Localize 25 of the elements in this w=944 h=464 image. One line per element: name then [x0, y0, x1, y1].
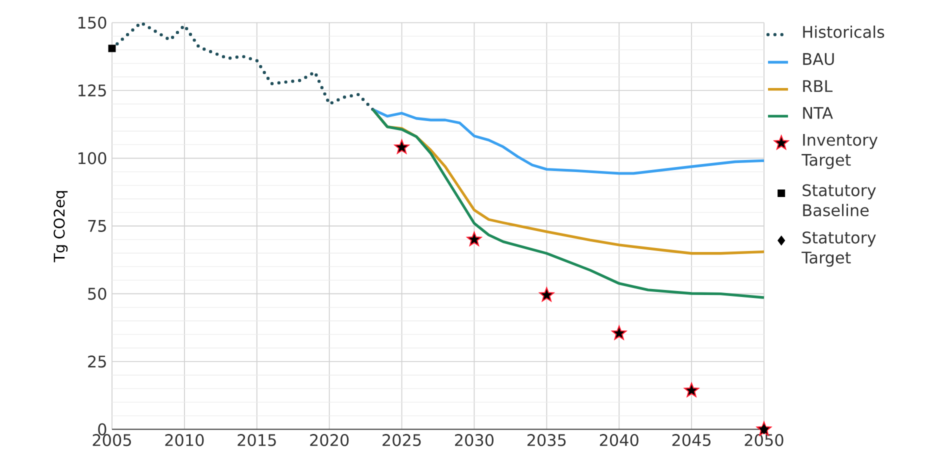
y-tick-label: 50 — [88, 288, 106, 300]
x-tick-label: 2010 — [165, 434, 204, 446]
legend-label: Historicals — [803, 26, 884, 38]
legend-label: Statutory Target — [802, 231, 876, 267]
legend-label: BAU — [803, 53, 834, 66]
legend-label: Inventory Target — [802, 134, 878, 169]
y-tick-label: 125 — [78, 84, 106, 96]
x-tick-label: 2015 — [238, 434, 276, 446]
x-tick-label: 2030 — [455, 434, 494, 446]
y-tick-label: 25 — [88, 356, 106, 368]
x-tick-label: 2020 — [310, 434, 349, 446]
x-tick-label: 2035 — [527, 434, 566, 446]
x-tick-label: 2040 — [600, 434, 638, 446]
y-tick-label: 150 — [78, 16, 106, 29]
x-tick-label: 2005 — [92, 434, 131, 446]
x-tick-label: 2045 — [672, 434, 711, 446]
x-tick-label: 2025 — [382, 434, 421, 446]
legend-label: NTA — [803, 107, 833, 119]
y-tick-label: 75 — [88, 220, 106, 232]
legend-label: RBL — [803, 80, 833, 92]
legend-label: Statutory Baseline — [802, 184, 876, 216]
y-axis-title: Tg CO2eq — [54, 191, 68, 262]
y-tick-label: 0 — [98, 423, 106, 436]
x-tick-label: 2050 — [744, 434, 784, 446]
y-tick-label: 100 — [78, 152, 106, 164]
